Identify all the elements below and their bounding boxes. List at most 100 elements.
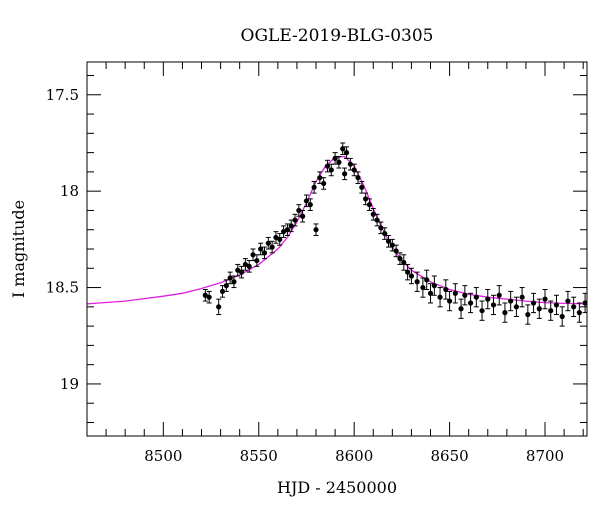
observation-marker	[401, 259, 407, 266]
observation-marker	[227, 275, 233, 281]
observation-marker	[366, 202, 373, 208]
observation-marker	[485, 296, 491, 302]
observation-marker	[479, 308, 485, 314]
data-point	[462, 285, 468, 306]
data-point	[420, 277, 426, 298]
data-point	[530, 292, 537, 314]
data-point	[265, 236, 271, 250]
data-point	[227, 271, 233, 285]
observation-marker	[389, 242, 395, 248]
data-point	[502, 302, 508, 323]
y-axis-label: I magnitude	[9, 200, 28, 298]
observation-marker	[324, 163, 331, 169]
x-axis-label: HJD - 2450000	[277, 478, 397, 497]
observation-marker	[393, 248, 399, 254]
observation-marker	[206, 294, 212, 300]
observation-marker	[519, 294, 525, 300]
data-point	[467, 292, 474, 314]
data-point	[342, 167, 348, 181]
data-point	[321, 177, 327, 190]
observation-marker	[347, 161, 353, 167]
observation-marker	[513, 304, 519, 310]
observation-marker	[496, 292, 502, 298]
observation-marker	[261, 250, 268, 256]
data-point	[393, 244, 399, 258]
observation-marker	[300, 213, 306, 219]
data-point	[206, 290, 212, 304]
data-point	[485, 288, 491, 310]
x-tick-label: 8650	[431, 447, 469, 465]
data-point	[446, 290, 453, 312]
data-point	[303, 194, 310, 208]
data-point	[536, 298, 542, 319]
x-tick-label: 8700	[526, 447, 564, 465]
data-point	[300, 209, 306, 223]
data-point	[277, 233, 283, 246]
observation-marker	[374, 217, 380, 223]
data-point	[269, 240, 275, 254]
data-point	[343, 146, 350, 159]
observation-marker	[321, 180, 327, 187]
data-point	[317, 171, 323, 184]
x-tick-label: 8550	[240, 447, 278, 465]
observation-marker	[343, 150, 350, 156]
observation-marker	[502, 310, 508, 316]
y-tick-label: 19	[60, 375, 79, 393]
observation-marker	[292, 217, 298, 223]
observation-marker	[342, 171, 348, 177]
data-point	[508, 290, 514, 312]
data-point	[332, 152, 338, 165]
observation-marker	[427, 290, 434, 296]
observation-marker	[446, 298, 453, 304]
data-point	[479, 300, 485, 321]
data-point	[340, 142, 346, 156]
observation-marker	[265, 240, 271, 246]
observation-marker	[359, 184, 365, 190]
observation-marker	[370, 211, 376, 217]
observation-marker	[336, 159, 342, 165]
data-point	[496, 285, 502, 306]
data-point	[292, 213, 298, 227]
y-tick-label: 18	[60, 182, 79, 200]
observation-marker	[277, 236, 283, 242]
observation-marker	[216, 304, 222, 310]
observation-marker	[340, 146, 346, 152]
observation-marker	[571, 304, 577, 310]
observation-marker	[452, 290, 458, 296]
observation-marker	[490, 302, 497, 308]
data-point	[351, 163, 357, 177]
observation-marker	[559, 313, 565, 320]
data-point	[414, 271, 420, 292]
x-tick-label: 8600	[335, 447, 373, 465]
observation-marker	[473, 294, 479, 300]
observation-marker	[405, 269, 411, 275]
data-point	[336, 155, 342, 169]
observation-marker	[250, 252, 256, 258]
observation-marker	[313, 227, 319, 233]
observation-marker	[437, 294, 443, 300]
data-point	[258, 242, 264, 256]
observation-marker	[317, 175, 323, 181]
observation-marker	[397, 256, 403, 262]
observation-marker	[467, 300, 474, 306]
observation-marker	[303, 198, 310, 204]
observation-marker	[284, 227, 290, 233]
observation-marker	[311, 184, 317, 190]
data-point	[324, 159, 331, 173]
observation-marker	[565, 298, 571, 304]
plot-frame	[86, 61, 588, 437]
data-point	[238, 265, 245, 279]
observation-marker	[355, 175, 361, 181]
data-point	[559, 306, 565, 327]
data-point	[542, 288, 548, 310]
observation-marker	[223, 283, 229, 289]
data-point	[261, 246, 268, 260]
observation-marker	[332, 155, 338, 161]
data-point	[223, 279, 229, 292]
data-point	[548, 300, 554, 321]
data-point	[582, 292, 587, 314]
y-tick-label: 17.5	[46, 86, 79, 104]
observation-marker	[351, 167, 357, 173]
data-point	[366, 198, 373, 211]
observation-marker	[508, 298, 514, 304]
